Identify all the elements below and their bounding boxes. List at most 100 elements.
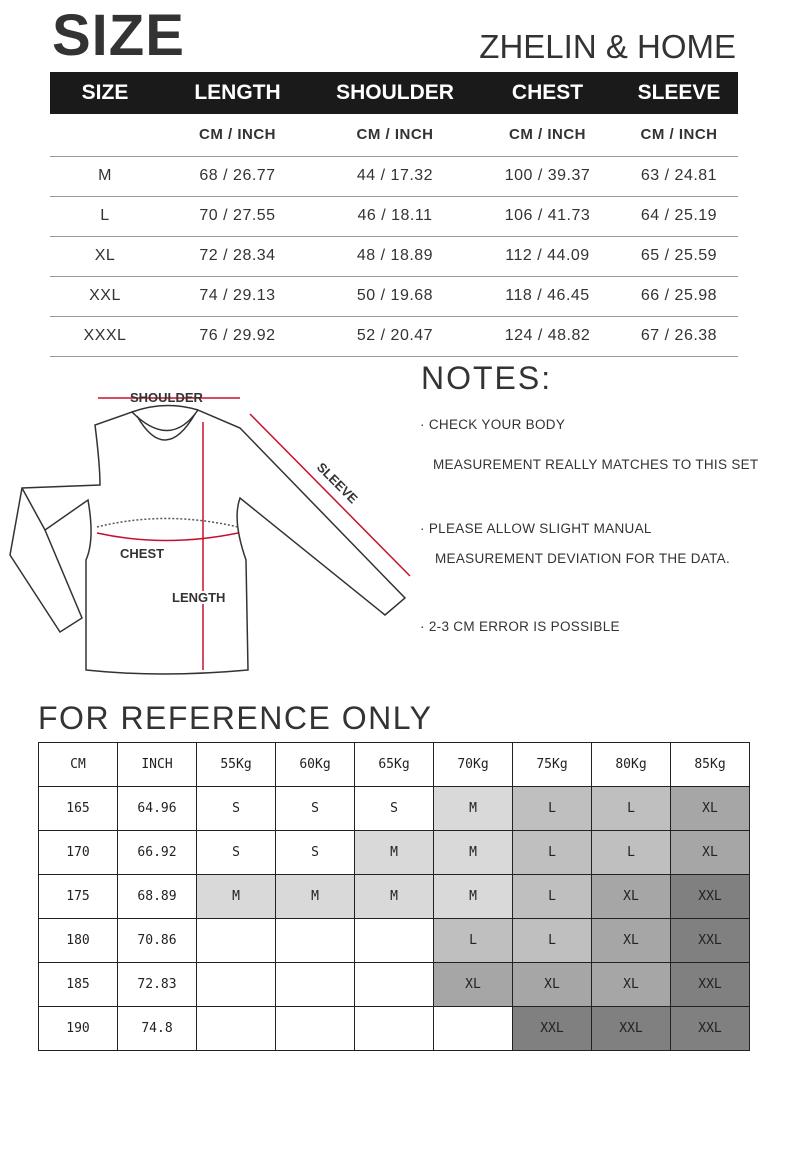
reference-cell: 185 xyxy=(38,962,118,1007)
reference-cell: XXL xyxy=(670,874,750,919)
header-length: LENGTH xyxy=(160,72,315,114)
reference-row: 175 68.89 M M M M L XL XXL xyxy=(38,874,750,919)
size-row: L 70 / 27.55 46 / 18.11 106 / 41.73 64 / 25.… xyxy=(50,196,738,237)
note-line: MEASUREMENT DEVIATION FOR THE DATA. xyxy=(435,551,731,566)
reference-header-cell: CM xyxy=(38,742,118,787)
reference-cell: 68.89 xyxy=(117,874,197,919)
size-table: SIZE LENGTH SHOULDER CHEST SLEEVE CM / I… xyxy=(50,72,738,357)
reference-row: 180 70.86 L L XL XXL xyxy=(38,918,750,963)
size-cell: XXL xyxy=(50,276,160,317)
reference-cell: M xyxy=(275,874,355,919)
measurement-arrows xyxy=(96,397,411,670)
size-cell: M xyxy=(50,156,160,197)
size-table-header: SIZE LENGTH SHOULDER CHEST SLEEVE xyxy=(50,72,738,114)
reference-cell: 190 xyxy=(38,1006,118,1051)
reference-cell: M xyxy=(433,830,513,875)
note-line: · 2-3 CM ERROR IS POSSIBLE xyxy=(420,619,620,634)
shirt-diagram: SHOULDER CHEST LENGTH SLEEVE xyxy=(9,390,411,675)
chest-label: CHEST xyxy=(120,546,164,561)
reference-cell: L xyxy=(512,874,592,919)
size-cell: 63 / 24.81 xyxy=(620,156,738,197)
note-line: MEASUREMENT REALLY MATCHES TO THIS SET xyxy=(433,457,759,472)
unit: CM / INCH xyxy=(315,114,475,157)
page-title: SIZE xyxy=(52,3,185,68)
reference-cell: S xyxy=(275,830,355,875)
reference-cell: XL xyxy=(670,830,750,875)
header-sleeve: SLEEVE xyxy=(620,72,738,114)
reference-row: 185 72.83 XL XL XL XXL xyxy=(38,962,750,1007)
header-size: SIZE xyxy=(50,72,160,114)
reference-cell: M xyxy=(433,786,513,831)
reference-cell: 66.92 xyxy=(117,830,197,875)
reference-header-cell: 85Kg xyxy=(670,742,750,787)
reference-cell xyxy=(433,1006,513,1051)
size-cell: XXXL xyxy=(50,316,160,357)
reference-cell: M xyxy=(196,874,276,919)
size-cell: 66 / 25.98 xyxy=(620,276,738,317)
reference-cell: 70.86 xyxy=(117,918,197,963)
size-cell: 74 / 29.13 xyxy=(160,276,315,317)
size-cell: 68 / 26.77 xyxy=(160,156,315,197)
reference-cell: XXL xyxy=(670,1006,750,1051)
size-cell: 72 / 28.34 xyxy=(160,236,315,277)
reference-cell: XXL xyxy=(512,1006,592,1051)
size-row: M 68 / 26.77 44 / 17.32 100 / 39.37 63 / 24.… xyxy=(50,156,738,197)
size-cell: 67 / 26.38 xyxy=(620,316,738,357)
reference-header-row: CM INCH 55Kg 60Kg 65Kg 70Kg 75Kg 80Kg 85Kg xyxy=(38,742,750,787)
reference-row: 190 74.8 XXL XXL XXL xyxy=(38,1006,750,1051)
reference-cell: 175 xyxy=(38,874,118,919)
note-line: · PLEASE ALLOW SLIGHT MANUAL xyxy=(420,521,652,536)
reference-header-cell: 65Kg xyxy=(354,742,434,787)
reference-cell: XXL xyxy=(670,918,750,963)
size-cell: 112 / 44.09 xyxy=(475,236,620,277)
reference-cell: L xyxy=(433,918,513,963)
reference-cell: S xyxy=(196,786,276,831)
unit: CM / INCH xyxy=(160,114,315,157)
reference-row: 165 64.96 S S S M L L XL xyxy=(38,786,750,831)
reference-cell: L xyxy=(591,786,671,831)
reference-cell: L xyxy=(591,830,671,875)
reference-cell xyxy=(275,1006,355,1051)
reference-header-cell: 55Kg xyxy=(196,742,276,787)
reference-table: CM INCH 55Kg 60Kg 65Kg 70Kg 75Kg 80Kg 85Kg 165 64.… xyxy=(38,742,750,1051)
size-cell: 48 / 18.89 xyxy=(315,236,475,277)
size-cell: XL xyxy=(50,236,160,277)
size-cell: L xyxy=(50,196,160,237)
unit: CM / INCH xyxy=(620,114,738,157)
size-cell: 118 / 46.45 xyxy=(475,276,620,317)
size-cell: 124 / 48.82 xyxy=(475,316,620,357)
unit xyxy=(50,114,160,157)
reference-cell: S xyxy=(275,786,355,831)
reference-cell: M xyxy=(354,830,434,875)
reference-cell: XL xyxy=(433,962,513,1007)
note-line: · CHECK YOUR BODY xyxy=(420,417,566,432)
size-cell: 65 / 25.59 xyxy=(620,236,738,277)
reference-cell: XL xyxy=(512,962,592,1007)
length-label: LENGTH xyxy=(172,590,225,605)
reference-cell: 165 xyxy=(38,786,118,831)
reference-cell xyxy=(354,1006,434,1051)
reference-header-cell: 60Kg xyxy=(275,742,355,787)
reference-cell xyxy=(354,918,434,963)
sleeve-label: SLEEVE xyxy=(314,460,361,507)
size-cell: 64 / 25.19 xyxy=(620,196,738,237)
reference-cell: XXL xyxy=(670,962,750,1007)
reference-row: 170 66.92 S S M M L L XL xyxy=(38,830,750,875)
reference-cell: 74.8 xyxy=(117,1006,197,1051)
reference-cell: L xyxy=(512,786,592,831)
reference-cell: XL xyxy=(670,786,750,831)
size-cell: 50 / 19.68 xyxy=(315,276,475,317)
reference-cell: 180 xyxy=(38,918,118,963)
size-cell: 100 / 39.37 xyxy=(475,156,620,197)
reference-header-cell: 75Kg xyxy=(512,742,592,787)
notes-title: NOTES: xyxy=(421,360,553,396)
reference-cell: XXL xyxy=(591,1006,671,1051)
size-row: XXL 74 / 29.13 50 / 19.68 118 / 46.45 66 / 2… xyxy=(50,276,738,317)
size-cell: 76 / 29.92 xyxy=(160,316,315,357)
reference-cell xyxy=(354,962,434,1007)
shirt-outline-icon xyxy=(9,404,407,675)
reference-cell: 64.96 xyxy=(117,786,197,831)
shoulder-label: SHOULDER xyxy=(130,390,204,405)
reference-cell: 170 xyxy=(38,830,118,875)
reference-cell: L xyxy=(512,918,592,963)
